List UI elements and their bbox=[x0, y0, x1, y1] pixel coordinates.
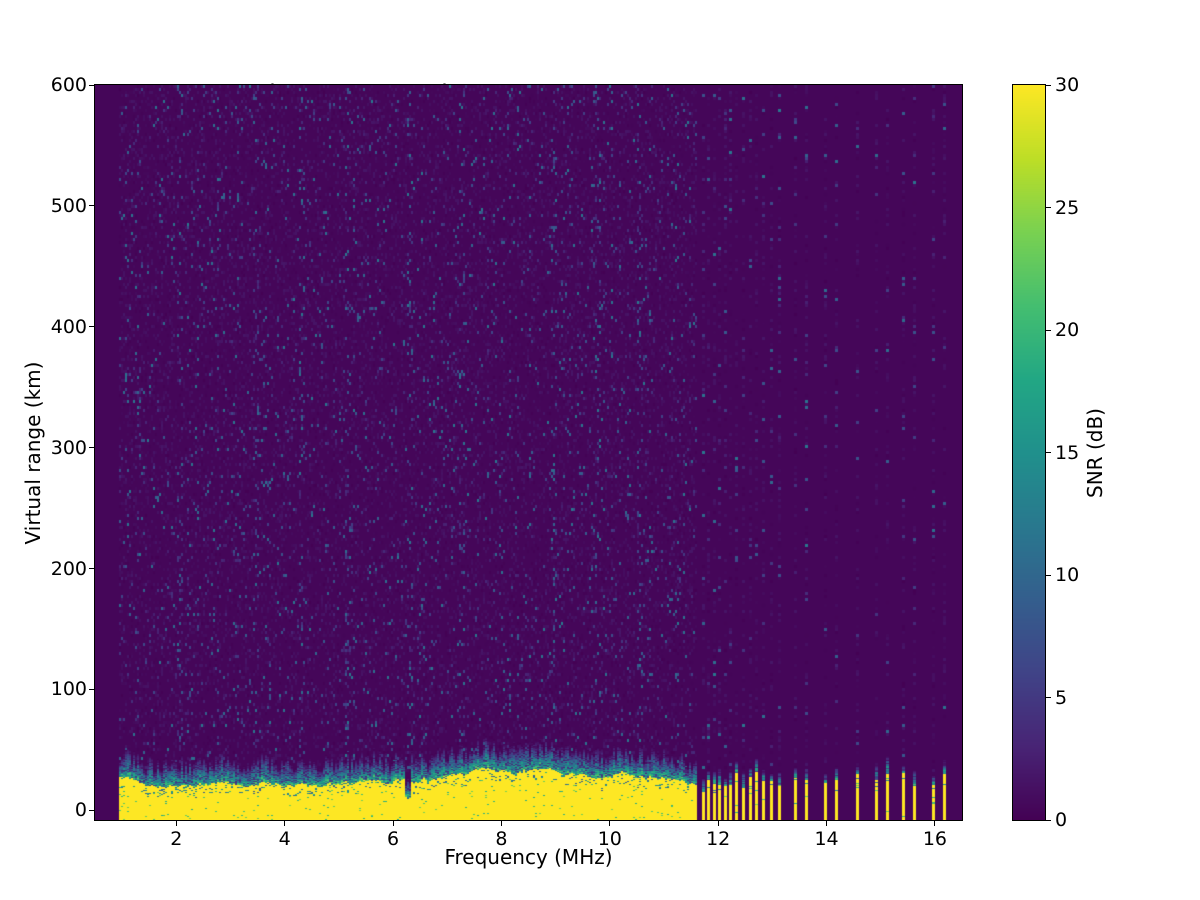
colorbar-tick-label: 20 bbox=[1055, 319, 1095, 341]
y-tick-label: 100 bbox=[41, 678, 87, 700]
x-tick bbox=[826, 821, 827, 826]
colorbar-tick bbox=[1046, 575, 1051, 576]
colorbar-tick-label: 15 bbox=[1055, 442, 1095, 464]
y-tick bbox=[89, 568, 94, 569]
y-tick-label: 200 bbox=[41, 558, 87, 580]
y-tick-label: 400 bbox=[41, 316, 87, 338]
x-tick bbox=[176, 821, 177, 826]
colorbar-tick bbox=[1046, 452, 1051, 453]
y-tick bbox=[89, 447, 94, 448]
colorbar-tick bbox=[1046, 207, 1051, 208]
ionogram-figure: IRF Kiruna Ionosonde KI167 2025-11-07 06… bbox=[0, 0, 1200, 900]
x-tick-label: 12 bbox=[698, 828, 738, 850]
x-tick bbox=[609, 821, 610, 826]
colorbar-tick-label: 0 bbox=[1055, 809, 1095, 831]
colorbar-tick-label: 10 bbox=[1055, 564, 1095, 586]
colorbar-tick bbox=[1046, 330, 1051, 331]
y-tick-label: 0 bbox=[41, 799, 87, 821]
x-tick-label: 14 bbox=[807, 828, 847, 850]
y-tick-label: 500 bbox=[41, 195, 87, 217]
x-tick bbox=[718, 821, 719, 826]
colorbar-tick bbox=[1046, 697, 1051, 698]
y-tick bbox=[89, 85, 94, 86]
y-tick bbox=[89, 326, 94, 327]
colorbar-tick bbox=[1046, 820, 1051, 821]
x-tick-label: 2 bbox=[156, 828, 196, 850]
y-tick-label: 600 bbox=[41, 74, 87, 96]
x-tick-label: 6 bbox=[373, 828, 413, 850]
colorbar-tick-label: 25 bbox=[1055, 197, 1095, 219]
y-tick-label: 300 bbox=[41, 437, 87, 459]
colorbar-tick-label: 30 bbox=[1055, 74, 1095, 96]
x-tick-label: 16 bbox=[915, 828, 955, 850]
x-tick-label: 8 bbox=[481, 828, 521, 850]
colorbar-tick-label: 5 bbox=[1055, 687, 1095, 709]
colorbar-tick bbox=[1046, 85, 1051, 86]
x-tick bbox=[934, 821, 935, 826]
y-tick bbox=[89, 205, 94, 206]
y-tick bbox=[89, 689, 94, 690]
x-tick bbox=[284, 821, 285, 826]
y-tick bbox=[89, 810, 94, 811]
x-tick-label: 4 bbox=[265, 828, 305, 850]
x-tick-label: 10 bbox=[590, 828, 630, 850]
x-tick bbox=[501, 821, 502, 826]
colorbar-canvas bbox=[1012, 84, 1046, 821]
heatmap-canvas bbox=[94, 84, 963, 821]
x-tick bbox=[393, 821, 394, 826]
